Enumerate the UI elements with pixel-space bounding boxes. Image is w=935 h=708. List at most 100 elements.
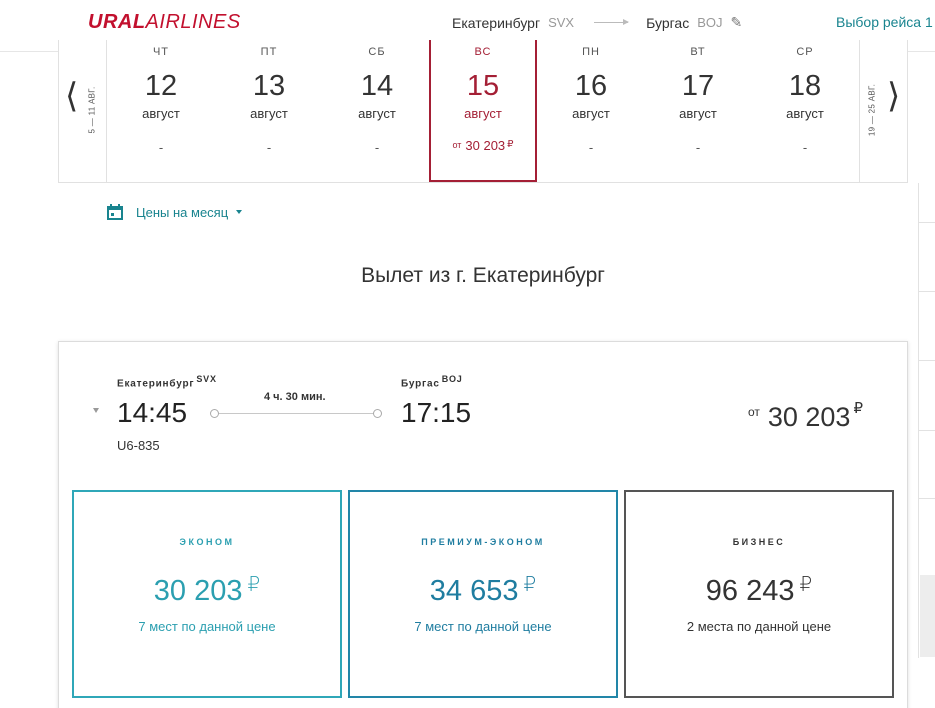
origin-city: Екатеринбург: [452, 14, 541, 31]
ural-airlines-logo[interactable]: URALAIRLINES: [88, 11, 241, 34]
day-of-week: сб: [368, 46, 386, 55]
day-of-week: пт: [260, 46, 278, 55]
day-price: -: [374, 140, 380, 155]
fare-price: 96 243 ₽: [626, 572, 892, 608]
next-week-button[interactable]: 19 — 25 АВГ. ⟩: [859, 40, 907, 182]
min-price-from-label: от: [747, 405, 760, 419]
day-month: август: [786, 106, 824, 121]
flight-track-line: [210, 409, 382, 418]
day-of-week: чт: [152, 46, 170, 55]
month-prices-label: Цены на месяц: [136, 204, 229, 220]
min-price: от 30 203 ₽: [748, 399, 863, 433]
day-number: 16: [574, 70, 608, 102]
expand-details-caret-icon[interactable]: [93, 408, 99, 413]
step-choose-flight[interactable]: Выбор рейса 1: [836, 14, 933, 30]
day-price: -: [588, 140, 594, 155]
fare-seats: 7 мест по данной цене: [138, 619, 276, 634]
day-of-week: пн: [582, 46, 600, 55]
date-cell-13[interactable]: пт 13 август -: [215, 40, 323, 182]
date-cell-16[interactable]: пн 16 август -: [537, 40, 645, 182]
sidebar-divider: [918, 498, 935, 499]
price-from-label: от: [452, 140, 462, 150]
sidebar-divider: [918, 222, 935, 223]
day-number: 14: [360, 70, 394, 102]
day-price: -: [266, 140, 272, 155]
fare-price-amount: 96 243: [705, 575, 795, 607]
prev-week-range: 5 — 11 АВГ.: [87, 86, 97, 134]
fare-class-label: БИЗНЕС: [732, 537, 786, 547]
currency-symbol: ₽: [507, 139, 514, 150]
departure-city: Екатеринбург SVX: [117, 374, 217, 389]
track-start-dot: [210, 409, 219, 418]
day-price: -: [695, 140, 701, 155]
logo-bold: URAL: [88, 11, 146, 33]
arrival-time: 17:15: [401, 397, 472, 428]
day-of-week: вт: [690, 46, 706, 55]
fare-class-label: ПРЕМИУМ-ЭКОНОМ: [421, 537, 545, 547]
date-cell-17[interactable]: вт 17 август -: [644, 40, 752, 182]
day-month: август: [250, 106, 288, 121]
calendar-icon: [107, 204, 123, 220]
date-cell-18[interactable]: ср 18 август -: [751, 40, 859, 182]
track-end-dot: [373, 409, 382, 418]
currency-symbol: ₽: [853, 400, 863, 417]
min-price-amount: 30 203: [767, 402, 851, 432]
fare-premium-economy[interactable]: ПРЕМИУМ-ЭКОНОМ 34 653 ₽ 7 мест по данной …: [348, 490, 618, 698]
currency-symbol: ₽: [247, 574, 261, 596]
origin-code: SVX: [548, 15, 575, 30]
fare-price: 34 653 ₽: [350, 572, 616, 608]
day-month: август: [679, 106, 717, 121]
arrival-city-name: Бургас: [401, 378, 440, 390]
day-month: август: [142, 106, 180, 121]
day-price: -: [158, 140, 164, 155]
currency-symbol: ₽: [799, 574, 813, 596]
departure-code: SVX: [196, 374, 217, 384]
prev-week-button[interactable]: ⟨ 5 — 11 АВГ.: [59, 40, 107, 182]
route-arrow-icon: [594, 19, 630, 25]
sidebar-divider: [918, 291, 935, 292]
day-month: август: [358, 106, 396, 121]
day-of-week: вс: [474, 46, 492, 55]
day-month: август: [464, 106, 502, 121]
day-month: август: [572, 106, 610, 121]
date-selector: ⟨ 5 — 11 АВГ. чт 12 август - пт 13 авгус…: [58, 40, 908, 183]
fare-price: 30 203 ₽: [74, 572, 340, 608]
edit-route-pencil-icon[interactable]: ✎: [730, 14, 743, 30]
currency-symbol: ₽: [523, 574, 537, 596]
fare-price-amount: 34 653: [429, 575, 519, 607]
fare-seats: 7 мест по данной цене: [414, 619, 552, 634]
logo-light: AIRLINES: [145, 11, 241, 33]
destination-code: BOJ: [697, 15, 723, 30]
day-price: -: [802, 140, 808, 155]
section-title: Вылет из г. Екатеринбург: [361, 264, 605, 287]
flight-duration: 4 ч. 30 мин.: [264, 391, 326, 403]
day-number: 13: [252, 70, 286, 102]
arrival-code: BOJ: [441, 374, 463, 384]
date-cell-14[interactable]: сб 14 август -: [323, 40, 431, 182]
fare-business[interactable]: БИЗНЕС 96 243 ₽ 2 места по данной цене: [624, 490, 894, 698]
chevron-left-icon: ⟨: [65, 77, 79, 115]
month-prices-dropdown[interactable]: Цены на месяц: [107, 204, 243, 220]
destination-city: Бургас: [646, 14, 690, 31]
day-number: 12: [144, 70, 178, 102]
flight-number: U6-835: [117, 438, 160, 453]
caret-down-icon: [236, 210, 243, 214]
date-cell-12[interactable]: чт 12 август -: [107, 40, 215, 182]
sidebar-scroll-block[interactable]: [920, 575, 935, 657]
fare-price-amount: 30 203: [153, 575, 243, 607]
date-cell-15-selected[interactable]: вс 15 август от 30 203 ₽: [429, 40, 537, 182]
sidebar-border: [918, 183, 919, 658]
fare-economy[interactable]: ЭКОНОМ 30 203 ₽ 7 мест по данной цене: [72, 490, 342, 698]
next-week-range: 19 — 25 АВГ.: [867, 83, 877, 137]
flight-card: Екатеринбург SVX 14:45 U6-835 4 ч. 30 мин…: [58, 341, 908, 708]
day-of-week: ср: [796, 46, 814, 55]
price-amount: 30 203: [465, 138, 506, 153]
fare-class-label: ЭКОНОМ: [179, 537, 235, 547]
day-number: 17: [681, 70, 715, 102]
departure-city-name: Екатеринбург: [117, 378, 195, 390]
day-price: от 30 203 ₽: [431, 138, 535, 153]
sidebar-divider: [918, 430, 935, 431]
day-number: 18: [788, 70, 822, 102]
route-summary: Екатеринбург SVX Бургас BOJ ✎: [452, 14, 742, 31]
chevron-right-icon: ⟩: [887, 77, 901, 115]
